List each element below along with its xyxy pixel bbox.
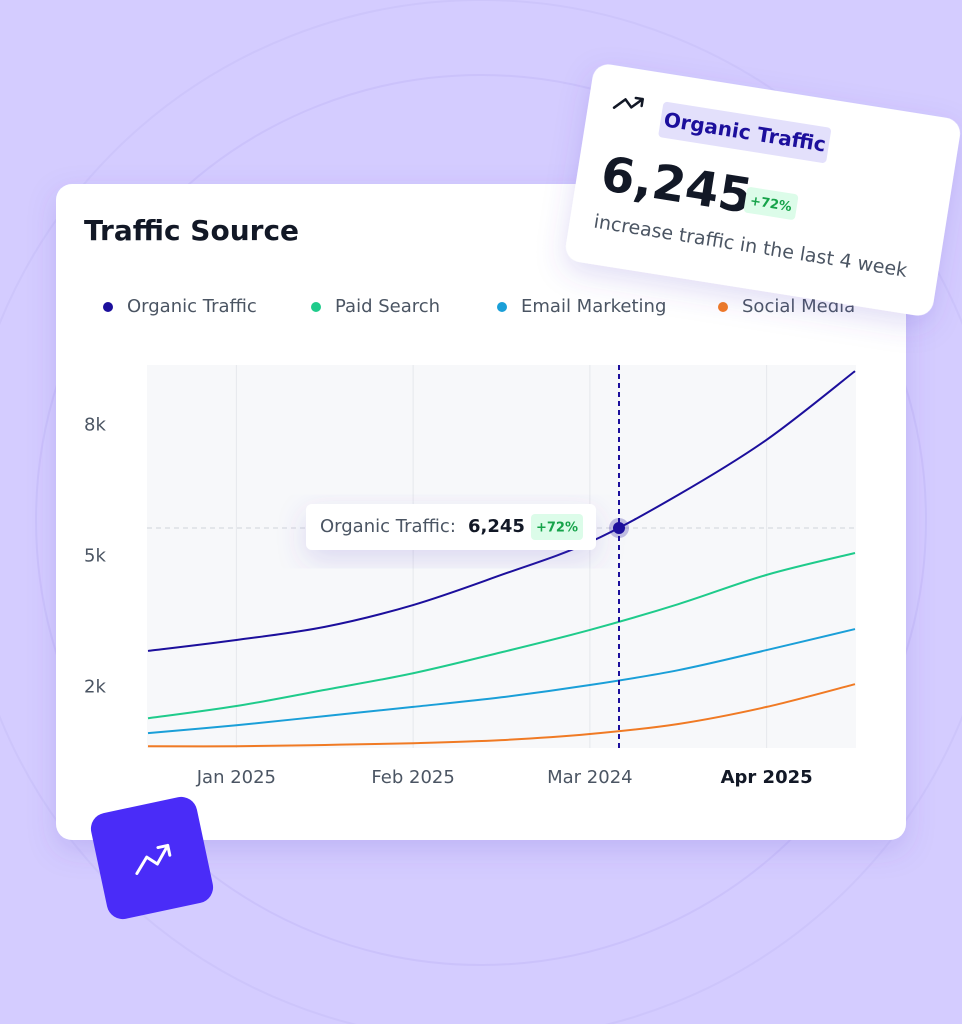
tooltip-label: Organic Traffic: bbox=[320, 516, 456, 537]
legend-dot bbox=[718, 302, 728, 312]
series-line bbox=[147, 552, 856, 720]
legend-dot bbox=[497, 302, 507, 312]
chart: 2k 5k 8k Jan 2025 Feb 2025 Mar 2024 Apr 2025 Or… bbox=[84, 296, 856, 788]
hover-dot bbox=[613, 522, 625, 534]
stat-card: Organic Traffic 6,245 +72% increase traf… bbox=[565, 64, 961, 316]
tooltip bbox=[306, 504, 596, 550]
tooltip-change: +72% bbox=[536, 521, 578, 536]
bg-ring bbox=[35, 74, 927, 966]
x-tick-label: Apr 2025 bbox=[721, 767, 813, 788]
series-line bbox=[147, 370, 856, 652]
plot-area bbox=[147, 365, 856, 748]
icon-arrow bbox=[135, 843, 172, 875]
icon-tile bbox=[90, 796, 214, 920]
stat-change: +72% bbox=[749, 194, 793, 215]
stat-change-badge bbox=[743, 187, 799, 220]
stat-icon bbox=[612, 96, 644, 109]
y-tick-label: 2k bbox=[84, 677, 106, 698]
trend-icon bbox=[90, 796, 214, 920]
legend-dot bbox=[311, 302, 321, 312]
x-tick-label: Mar 2024 bbox=[547, 767, 633, 788]
y-tick-label: 8k bbox=[84, 414, 106, 435]
y-tick-label: 5k bbox=[84, 546, 106, 567]
chart-title: Traffic Source bbox=[84, 214, 299, 247]
x-tick-label: Jan 2025 bbox=[196, 767, 276, 788]
tooltip-badge bbox=[531, 514, 583, 540]
series-line bbox=[147, 683, 856, 748]
x-tick-label: Feb 2025 bbox=[371, 767, 454, 788]
stat-badge bbox=[658, 101, 831, 163]
series-line bbox=[147, 628, 856, 735]
legend-label: Paid Search bbox=[335, 296, 440, 317]
legend-label: Email Marketing bbox=[521, 296, 666, 317]
tooltip-value: 6,245 bbox=[468, 516, 525, 537]
legend-label: Organic Traffic bbox=[127, 296, 257, 317]
legend-dot bbox=[103, 302, 113, 312]
